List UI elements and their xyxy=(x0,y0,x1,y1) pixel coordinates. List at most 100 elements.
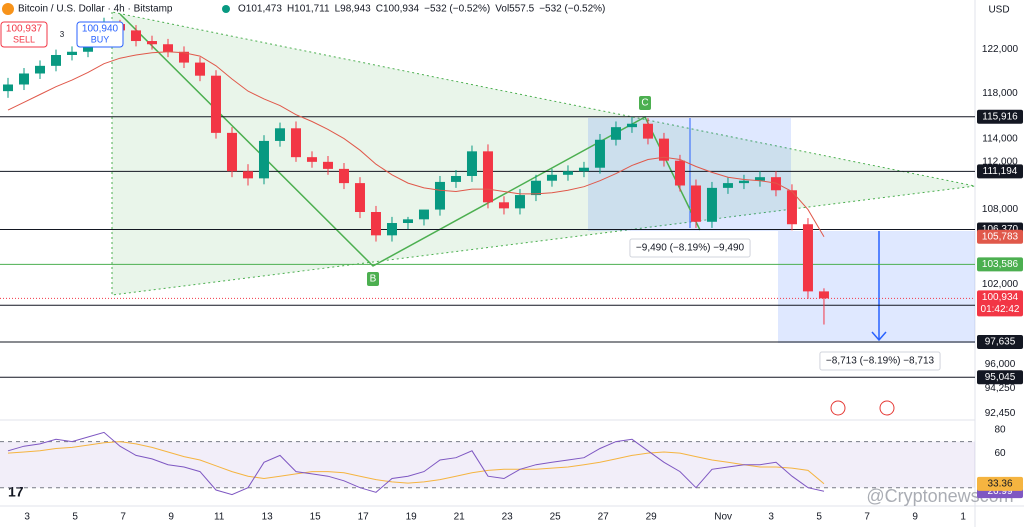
candle-body xyxy=(258,140,269,179)
candle-body xyxy=(34,65,45,74)
candle-body xyxy=(546,174,557,181)
x-tick-label: 7 xyxy=(120,512,126,523)
pattern-label: C xyxy=(641,98,648,109)
x-tick-label: 1 xyxy=(960,512,966,523)
rsi-tick-label: 60 xyxy=(994,448,1006,459)
abc-pattern[interactable] xyxy=(119,13,701,267)
y-tick-label: 112,000 xyxy=(982,156,1018,167)
candle-body xyxy=(530,180,541,196)
x-tick-label: 19 xyxy=(406,512,418,523)
candle-body xyxy=(322,161,333,169)
rsi-line xyxy=(7,431,825,496)
countdown: 01:42:42 xyxy=(981,304,1020,315)
ohlc-value: −532 (−0.52%) xyxy=(424,4,490,15)
candle-body xyxy=(562,171,573,175)
measure-label: −9,490 (−8.19%) −9,490 xyxy=(636,243,745,254)
candle-body xyxy=(658,138,669,161)
x-tick-label: 27 xyxy=(598,512,610,523)
pattern-label: B xyxy=(370,274,377,285)
candle-body xyxy=(226,132,237,172)
watermark: @Cryptonewscom xyxy=(866,486,1013,506)
x-tick-label: 5 xyxy=(72,512,78,523)
y-tick-label: 118,000 xyxy=(982,88,1018,99)
ohlc-value: L98,943 xyxy=(335,4,372,15)
candle-body xyxy=(514,195,525,209)
candle-body xyxy=(450,175,461,182)
candle-body xyxy=(706,187,717,222)
currency[interactable]: USD xyxy=(988,5,1009,16)
candle-body xyxy=(402,219,413,224)
candle-body xyxy=(66,51,77,55)
candle-body xyxy=(354,183,365,213)
x-tick-label: 23 xyxy=(502,512,514,523)
triangle-pattern[interactable] xyxy=(111,11,976,296)
candle-body xyxy=(674,160,685,186)
x-tick-label: 7 xyxy=(864,512,870,523)
buy-label: BUY xyxy=(91,34,110,44)
y-tick-label: 96,000 xyxy=(985,359,1016,370)
level-label-bg xyxy=(977,109,1023,124)
pattern-label-bg xyxy=(367,272,379,286)
y-tick-label: 108,000 xyxy=(982,204,1019,215)
level-label-bg xyxy=(977,257,1023,272)
candle-body xyxy=(338,168,349,184)
level-label: 97,635 xyxy=(985,337,1016,348)
rsi-value-bg xyxy=(977,476,1023,491)
level-label: 95,045 xyxy=(985,372,1016,383)
ma-label-bg xyxy=(977,229,1023,244)
x-tick-label: 11 xyxy=(214,512,225,523)
event-icon[interactable] xyxy=(879,400,895,416)
x-tick-label: 17 xyxy=(358,512,370,523)
rsi-value: 33.36 xyxy=(987,478,1012,489)
y-tick-label: 102,000 xyxy=(982,279,1019,290)
candle-body xyxy=(50,54,61,66)
candle-body xyxy=(242,171,253,179)
candle-body xyxy=(802,224,813,292)
rsi-band xyxy=(0,441,975,488)
measure-label-bg xyxy=(629,238,751,258)
x-tick-label: 15 xyxy=(310,512,322,523)
ohlc-value: O101,473 xyxy=(238,4,282,15)
x-tick-label: Nov xyxy=(714,512,732,523)
level-label: 106,370 xyxy=(982,224,1019,235)
candle-body xyxy=(578,167,589,172)
candle-body xyxy=(210,75,221,133)
candle-body xyxy=(306,157,317,162)
y-tick-label: 122,000 xyxy=(982,44,1019,55)
x-tick-label: 25 xyxy=(550,512,562,523)
candle-body xyxy=(466,151,477,176)
sell-label: SELL xyxy=(13,34,35,44)
level-label-bg xyxy=(977,370,1023,385)
spread: 3 xyxy=(60,30,65,39)
candle-body xyxy=(18,73,29,85)
buy-button[interactable] xyxy=(76,21,124,48)
moving-average xyxy=(7,51,825,238)
candle-body xyxy=(178,51,189,63)
ohlc-value: Vol557.5 xyxy=(495,4,534,15)
candle-body xyxy=(274,128,285,141)
candle-body xyxy=(130,30,141,42)
candle-body xyxy=(610,127,621,140)
candle-body xyxy=(162,44,173,52)
x-tick-label: 3 xyxy=(768,512,774,523)
candle-body xyxy=(642,123,653,139)
event-icon[interactable] xyxy=(830,400,846,416)
x-tick-label: 9 xyxy=(168,512,174,523)
status-dot xyxy=(222,5,230,13)
level-label: 103,586 xyxy=(982,259,1019,270)
x-tick-label: 29 xyxy=(646,512,658,523)
level-label: 111,194 xyxy=(983,166,1018,177)
candle-body xyxy=(386,223,397,236)
ohlc-value: −532 (−0.52%) xyxy=(539,4,605,15)
x-tick-label: 13 xyxy=(262,512,274,523)
candle-body xyxy=(626,123,637,128)
candle-body xyxy=(370,212,381,236)
candle-body xyxy=(418,209,429,220)
y-tick-label: 114,000 xyxy=(982,133,1018,144)
candle-body xyxy=(690,185,701,222)
ma-label: 105,783 xyxy=(982,231,1019,242)
candle-body xyxy=(2,84,13,92)
sell-button[interactable] xyxy=(0,21,48,48)
rsi-tick-label: 80 xyxy=(994,425,1006,436)
